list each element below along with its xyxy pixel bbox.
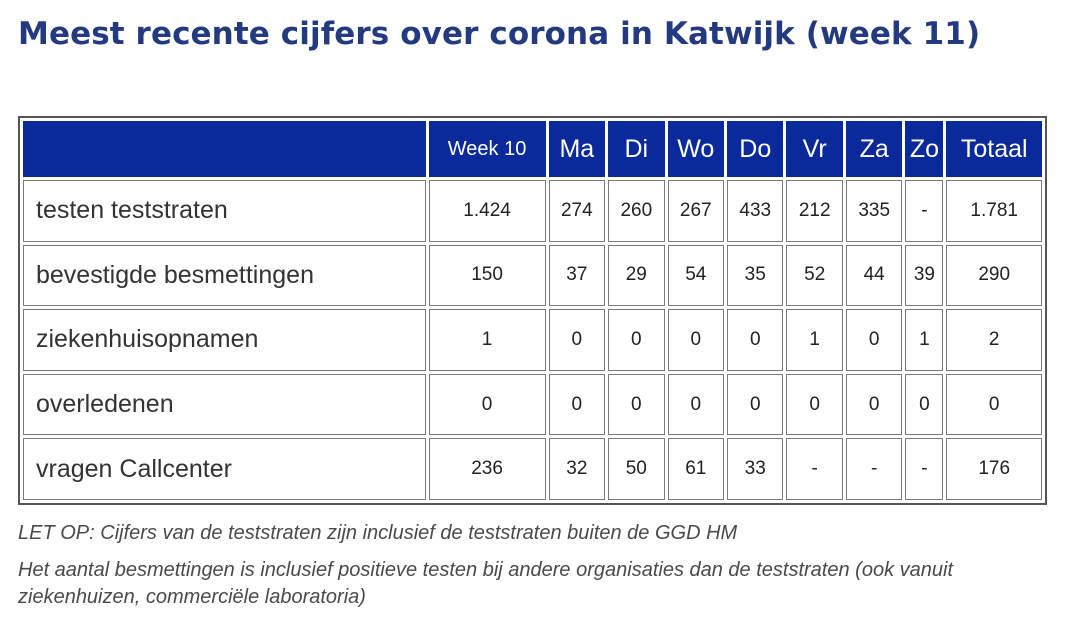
header-cell-za: Za — [845, 121, 903, 177]
table-cell: 2 — [946, 309, 1042, 371]
table-cell: 0 — [845, 373, 903, 436]
table-cell: 0 — [608, 309, 665, 371]
table-cell: 0 — [905, 373, 944, 436]
header-cell-vr: Vr — [786, 121, 843, 177]
page-title: Meest recente cijfers over corona in Kat… — [18, 16, 981, 52]
corona-figures-table: Week 10 Ma Di Wo Do Vr Za Zo Totaal test… — [18, 116, 1047, 505]
table-cell: 1.781 — [946, 180, 1042, 242]
table-cell: 0 — [548, 373, 606, 436]
header-cell-totaal: Totaal — [946, 121, 1042, 177]
table-cell: - — [905, 180, 944, 242]
table-cell: 0 — [946, 373, 1042, 436]
table-cell: 61 — [667, 438, 725, 500]
header-cell-week-10: Week 10 — [428, 121, 546, 177]
table-body: testen teststraten 1.424 274 260 267 433 212 33… — [23, 180, 1042, 500]
header-cell-wo: Wo — [667, 121, 725, 177]
table-cell: 1 — [905, 309, 944, 371]
table-cell: 50 — [608, 438, 665, 500]
footnote-teststraten: LET OP: Cijfers van de teststraten zijn … — [18, 522, 738, 544]
table-cell: 0 — [667, 373, 725, 436]
table-cell: - — [905, 438, 944, 500]
table-cell: 335 — [845, 180, 903, 242]
table-cell: 0 — [428, 373, 546, 436]
table-cell: 290 — [946, 244, 1042, 307]
header-cell-empty — [23, 121, 426, 177]
table-row: bevestigde besmettingen 150 37 29 54 35 52 44 39… — [23, 244, 1042, 307]
row-label: bevestigde besmettingen — [23, 244, 426, 307]
table-cell: 0 — [548, 309, 606, 371]
table-cell: 274 — [548, 180, 606, 242]
table-cell: 37 — [548, 244, 606, 307]
table-cell: 0 — [845, 309, 903, 371]
table-cell: 176 — [946, 438, 1042, 500]
table-cell: 236 — [428, 438, 546, 500]
table-cell: 260 — [608, 180, 665, 242]
table-cell: 0 — [727, 373, 784, 436]
table-cell: 39 — [905, 244, 944, 307]
table-cell: 44 — [845, 244, 903, 307]
table-cell: 35 — [727, 244, 784, 307]
footnotes: LET OP: Cijfers van de teststraten zijn … — [18, 520, 1048, 621]
row-label: testen teststraten — [23, 180, 426, 242]
table-row: testen teststraten 1.424 274 260 267 433 212 33… — [23, 180, 1042, 242]
table-cell: 0 — [667, 309, 725, 371]
table-cell: - — [786, 438, 843, 500]
header-cell-di: Di — [608, 121, 665, 177]
table-row: vragen Callcenter 236 32 50 61 33- - -176 — [23, 438, 1042, 500]
table-cell: 0 — [786, 373, 843, 436]
table-cell: 0 — [727, 309, 784, 371]
table-cell: 267 — [667, 180, 725, 242]
table-cell: 1 — [786, 309, 843, 371]
table-cell: 52 — [786, 244, 843, 307]
table-cell: - — [845, 438, 903, 500]
table-cell: 1 — [428, 309, 546, 371]
table-cell: 433 — [727, 180, 784, 242]
table-cell: 54 — [667, 244, 725, 307]
table-cell: 0 — [608, 373, 665, 436]
table-row: ziekenhuisopnamen 1 0 0 0 0 1 0 1 2 — [23, 309, 1042, 371]
header-cell-ma: Ma — [548, 121, 606, 177]
table-cell: 1.424 — [428, 180, 546, 242]
table-cell: 33 — [727, 438, 784, 500]
row-label: overledenen — [23, 373, 426, 436]
table-cell: 212 — [786, 180, 843, 242]
row-label: vragen Callcenter — [23, 438, 426, 500]
table-row: overledenen 0 0 0 0 0 0 0 0 0 — [23, 373, 1042, 436]
header-cell-zo: Zo — [905, 121, 944, 177]
table-cell: 29 — [608, 244, 665, 307]
table-cell: 32 — [548, 438, 606, 500]
row-label: ziekenhuisopnamen — [23, 309, 426, 371]
footnote-besmettingen: Het aantal besmettingen is inclusief pos… — [18, 559, 953, 608]
header-cell-do: Do — [727, 121, 784, 177]
table-cell: 150 — [428, 244, 546, 307]
table-header-row: Week 10 Ma Di Wo Do Vr Za Zo Totaal — [23, 121, 1042, 177]
